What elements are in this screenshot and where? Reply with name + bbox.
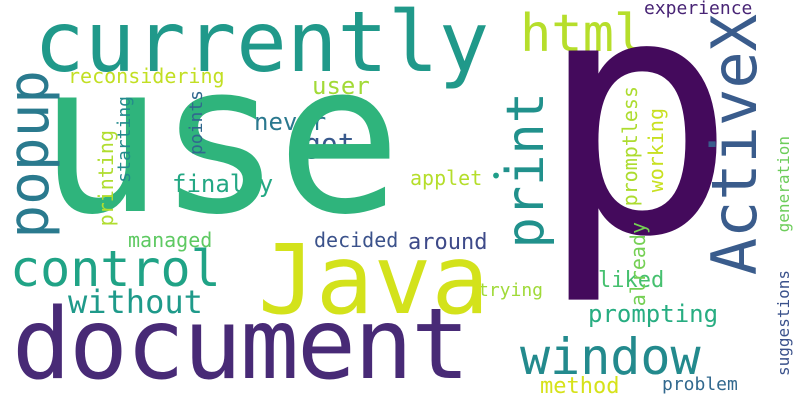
word-printing: printing [94,130,118,227]
word-suggestions: suggestions [774,270,793,376]
word-problem: problem [662,374,738,395]
word-window: window [520,328,701,386]
word-promptless: promptless [618,86,642,207]
word-control: control [10,240,221,298]
word-already: already [626,222,650,307]
word-dot: • [490,164,503,188]
word-working: working [644,108,668,193]
word-print: print [496,92,556,249]
word-without: without [68,283,203,321]
word-never: never [254,108,327,136]
word-user: user [312,72,370,100]
word-liked: liked [598,268,665,293]
word-reconsidering: reconsidering [68,64,225,88]
word-p: p [538,0,737,309]
word-html: html [520,4,646,64]
word-around: around [408,230,488,255]
word-points: points [186,90,207,156]
word-trying: trying [478,280,544,301]
word-method: method [540,374,620,399]
word-java: Java [258,224,490,336]
word-got: got [304,127,355,160]
word-managed: managed [128,228,213,252]
word-applet: applet [410,166,483,190]
word-starting: starting [114,96,135,183]
word-experience: experience [644,0,753,19]
word-finally: finally [172,170,274,198]
word-activex: ActiveX [698,14,771,276]
word-generation: generation [774,136,793,233]
word-popup: popup [0,70,62,239]
word-decided: decided [314,228,399,252]
word-use: use [38,19,402,261]
word-currently: currently [34,0,490,91]
word-prompting: prompting [588,300,719,328]
word-document: document [12,288,470,400]
